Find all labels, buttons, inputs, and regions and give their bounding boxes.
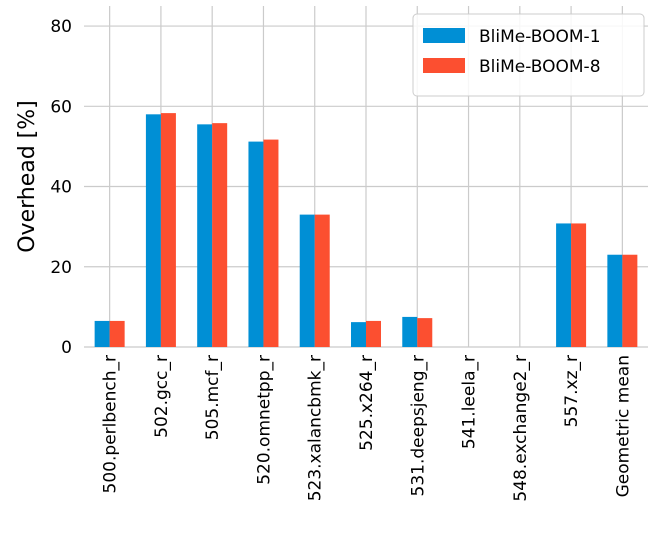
bar <box>248 141 264 347</box>
x-tick-label: 500.perlbench_r <box>101 355 121 493</box>
bar <box>417 318 433 347</box>
bar <box>145 114 161 347</box>
x-tick-label: 531.deepsjeng_r <box>408 355 428 496</box>
bar <box>607 254 623 347</box>
bars <box>94 113 638 348</box>
bar <box>212 123 228 348</box>
bar <box>299 214 315 347</box>
legend-swatch <box>423 58 465 73</box>
bar <box>351 322 366 347</box>
bar <box>402 316 418 347</box>
bar <box>571 223 587 347</box>
bar <box>556 223 572 347</box>
bar <box>622 254 638 347</box>
bar <box>160 113 176 347</box>
y-axis-ticks: 0 20 40 60 80 <box>50 17 72 358</box>
x-tick-label: 548.exchange2_r <box>511 355 531 502</box>
y-tick-label: 80 <box>50 17 72 37</box>
bar <box>197 124 213 347</box>
y-tick-label: 60 <box>50 97 72 117</box>
bar <box>314 214 330 347</box>
x-axis-ticks: 500.perlbench_r 502.gcc_r 505.mcf_r 520.omn… <box>101 355 634 502</box>
legend: BliMe-BOOM-1 BliMe-BOOM-8 <box>412 13 645 97</box>
x-tick-label: 502.gcc_r <box>152 355 172 438</box>
bar <box>263 139 279 347</box>
y-axis-label: Overhead [%] <box>15 100 40 253</box>
bar <box>109 320 125 347</box>
legend-swatch <box>423 28 465 43</box>
legend-box <box>412 13 645 97</box>
x-tick-label: 557.xz_r <box>562 355 582 427</box>
legend-label: BliMe-BOOM-8 <box>479 57 601 77</box>
legend-label: BliMe-BOOM-1 <box>479 27 601 47</box>
y-tick-label: 20 <box>50 258 72 278</box>
x-tick-label: 523.xalancbmk_r <box>306 355 326 501</box>
y-tick-label: 0 <box>61 338 72 358</box>
bar <box>94 320 110 347</box>
bar <box>366 320 381 347</box>
x-tick-label: 520.omnetpp_r <box>254 355 274 485</box>
x-tick-label: Geometric mean <box>613 355 633 497</box>
x-tick-label: 525.x264_r <box>357 355 377 451</box>
x-tick-label: 541.leela_r <box>460 355 480 449</box>
y-tick-label: 40 <box>50 178 72 198</box>
x-tick-label: 505.mcf_r <box>203 355 223 440</box>
